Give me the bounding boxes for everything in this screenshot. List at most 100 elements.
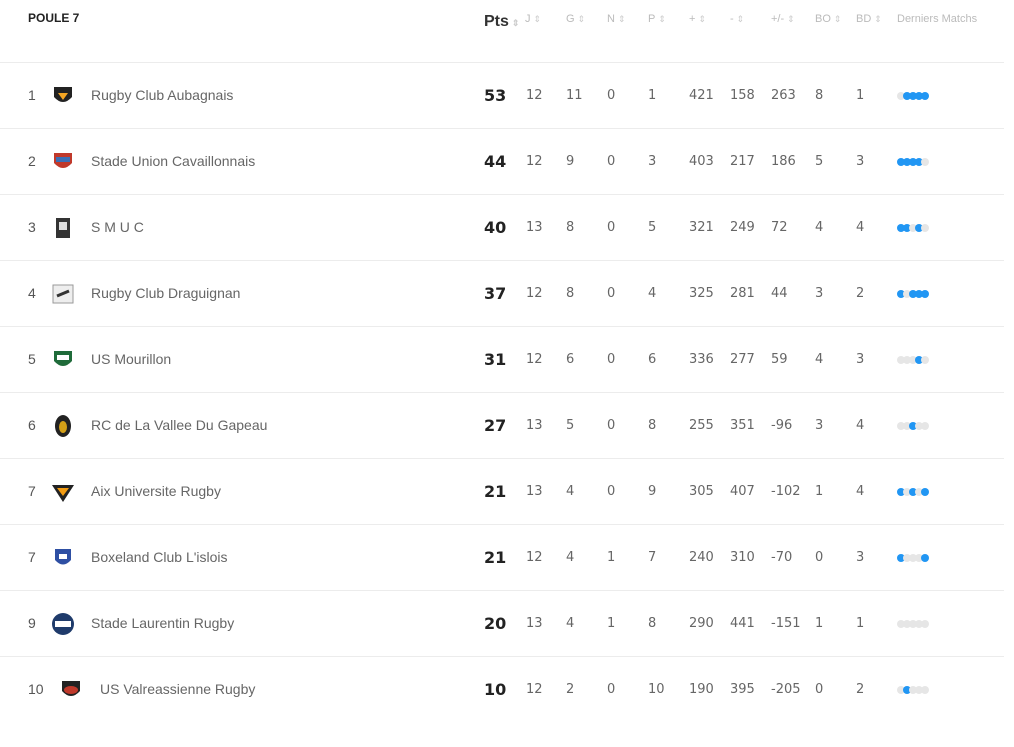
team-name[interactable]: Rugby Club Aubagnais <box>91 87 234 103</box>
pts-value: 31 <box>484 350 507 369</box>
col-n[interactable]: N ⇕ <box>607 13 626 25</box>
drawn-value: 0 <box>607 418 616 433</box>
table-row[interactable]: 1 Rugby Club Aubagnais 53 12 11 0 1 421 158 263 8 1 <box>0 63 1004 129</box>
form-dot <box>921 290 929 298</box>
team-name[interactable]: Stade Laurentin Rugby <box>91 615 235 631</box>
form-dot <box>909 620 917 628</box>
team-name[interactable]: US Valreassienne Rugby <box>100 681 256 697</box>
defensive-bonus-value: 3 <box>856 550 865 565</box>
pts-value: 53 <box>484 86 507 105</box>
form-dot <box>915 356 923 364</box>
aix-logo <box>52 485 74 502</box>
defensive-bonus-value: 2 <box>856 286 865 301</box>
form-dot <box>909 290 917 298</box>
played-value: 12 <box>526 352 543 367</box>
form-dot <box>897 620 905 628</box>
recent-form <box>897 356 935 364</box>
played-value: 12 <box>526 550 543 565</box>
defensive-bonus-value: 4 <box>856 220 865 235</box>
aubagne-logo <box>54 87 72 102</box>
pts-value: 21 <box>484 482 507 501</box>
col-g[interactable]: G ⇕ <box>566 13 586 25</box>
form-dot <box>909 422 917 430</box>
form-dot <box>921 488 929 496</box>
team-name[interactable]: RC de La Vallee Du Gapeau <box>91 417 268 433</box>
drawn-value: 0 <box>607 220 616 235</box>
points-against-value: 407 <box>730 484 755 499</box>
lislois-logo <box>55 549 71 565</box>
table-row[interactable]: 5 US Mourillon 31 12 6 0 6 336 277 59 4 3 <box>0 327 1004 393</box>
form-dot <box>909 356 917 364</box>
table-row[interactable]: 10 US Valreassienne Rugby 10 12 2 0 10 190 395 -2… <box>0 657 1004 722</box>
defensive-bonus-value: 2 <box>856 682 865 697</box>
drawn-value: 0 <box>607 352 616 367</box>
table-row[interactable]: 7 Aix Universite Rugby 21 13 4 0 9 305 407 -102 1 4 <box>0 459 1004 525</box>
team-name[interactable]: Boxeland Club L'islois <box>91 549 228 565</box>
recent-form <box>897 158 935 166</box>
col-p[interactable]: P ⇕ <box>648 13 666 25</box>
pts-value: 21 <box>484 548 507 567</box>
played-value: 12 <box>526 154 543 169</box>
points-for-value: 255 <box>689 418 714 433</box>
col-minus[interactable]: - ⇕ <box>730 13 745 25</box>
won-value: 8 <box>566 286 575 301</box>
pts-value: 40 <box>484 218 507 237</box>
col-j[interactable]: J ⇕ <box>525 13 542 25</box>
points-diff-value: -70 <box>771 550 793 565</box>
lost-value: 1 <box>648 88 657 103</box>
form-dot <box>921 158 929 166</box>
col-pts[interactable]: Pts ⇕ <box>484 13 520 30</box>
form-dot <box>909 92 917 100</box>
table-row[interactable]: 2 Stade Union Cavaillonnais 44 12 9 0 3 403 217 1… <box>0 129 1004 195</box>
team-name[interactable]: Aix Universite Rugby <box>91 483 221 499</box>
sort-icon: ⇕ <box>787 14 795 24</box>
table-row[interactable]: 6 RC de La Vallee Du Gapeau 27 13 5 0 8 255 351 -… <box>0 393 1004 459</box>
form-dot <box>921 620 929 628</box>
form-dot <box>909 488 917 496</box>
sort-icon: ⇕ <box>617 14 626 24</box>
form-dot <box>903 290 911 298</box>
team-name[interactable]: S M U C <box>91 219 144 235</box>
points-against-value: 310 <box>730 550 755 565</box>
col-bd[interactable]: BD ⇕ <box>856 13 882 25</box>
drawn-value: 0 <box>607 682 616 697</box>
drawn-value: 1 <box>607 616 616 631</box>
rank-value: 10 <box>28 681 44 697</box>
points-for-value: 290 <box>689 616 714 631</box>
form-dot <box>909 686 917 694</box>
form-dot <box>903 158 911 166</box>
col-plus[interactable]: + ⇕ <box>689 13 706 25</box>
table-row[interactable]: 7 Boxeland Club L'islois 21 12 4 1 7 240 310 -70 0… <box>0 525 1004 591</box>
points-diff-value: 44 <box>771 286 788 301</box>
pts-value: 44 <box>484 152 507 171</box>
won-value: 8 <box>566 220 575 235</box>
team-name[interactable]: Rugby Club Draguignan <box>91 285 241 301</box>
col-bo[interactable]: BO ⇕ <box>815 13 842 25</box>
valreas-logo <box>62 681 80 696</box>
points-against-value: 158 <box>730 88 755 103</box>
table-row[interactable]: 9 Stade Laurentin Rugby 20 13 4 1 8 290 441 -151 1… <box>0 591 1004 657</box>
form-dot <box>921 686 929 694</box>
form-dot <box>903 422 911 430</box>
sort-icon: ⇕ <box>698 14 706 24</box>
table-row[interactable]: 4 Rugby Club Draguignan 37 12 8 0 4 325 281 44 3 2 <box>0 261 1004 327</box>
points-diff-value: -102 <box>771 484 801 499</box>
form-dot <box>921 554 929 562</box>
form-dot <box>921 224 929 232</box>
mourillon-logo <box>54 351 72 366</box>
recent-form <box>897 290 935 298</box>
played-value: 13 <box>526 220 543 235</box>
form-dot <box>897 488 905 496</box>
col-diff[interactable]: +/- ⇕ <box>771 13 795 25</box>
rank-value: 7 <box>28 549 36 565</box>
team-name[interactable]: US Mourillon <box>91 351 172 367</box>
form-dot <box>921 422 929 430</box>
team-name[interactable]: Stade Union Cavaillonnais <box>91 153 256 169</box>
played-value: 12 <box>526 682 543 697</box>
rank-value: 6 <box>28 417 36 433</box>
points-against-value: 441 <box>730 616 755 631</box>
table-row[interactable]: 3 S M U C 40 13 8 0 5 321 249 72 4 4 <box>0 195 1004 261</box>
sort-icon: ⇕ <box>511 18 520 28</box>
offensive-bonus-value: 8 <box>815 88 824 103</box>
defensive-bonus-value: 1 <box>856 616 865 631</box>
